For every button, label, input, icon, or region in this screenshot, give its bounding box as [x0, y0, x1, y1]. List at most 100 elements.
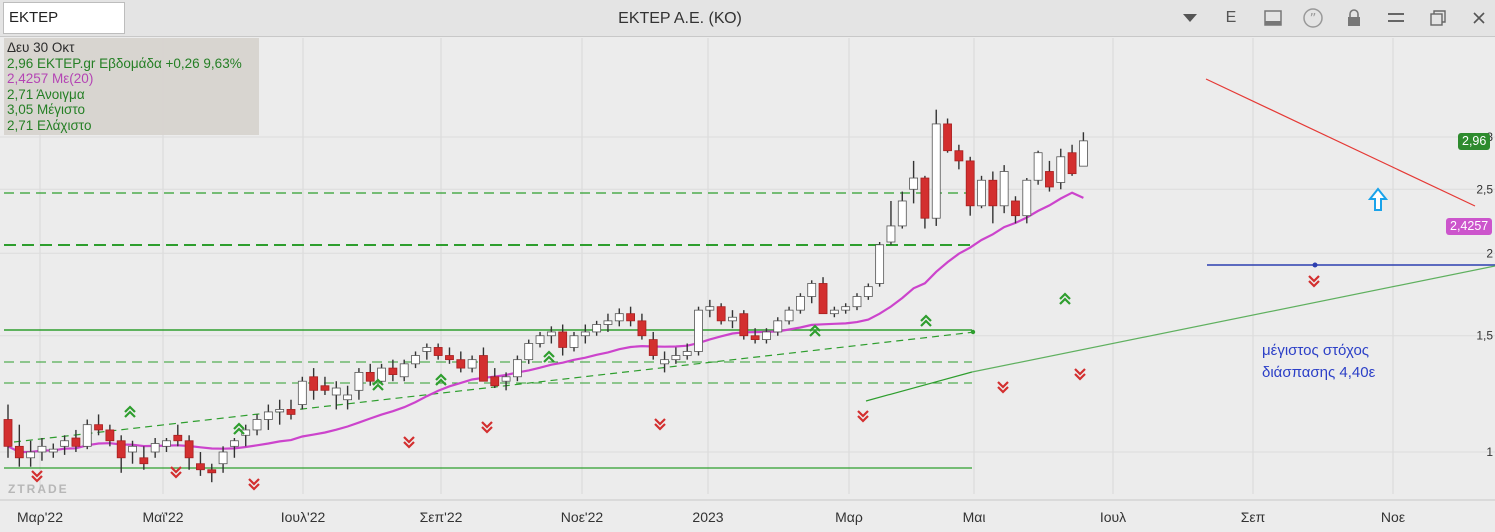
info-date: Δευ 30 Οκτ: [7, 40, 75, 55]
info-box: Δευ 30 Οκτ 2,96 ΕΚΤΕΡ.gr Εβδομάδα +0,26 …: [4, 38, 259, 135]
info-high: 3,05 Μέγιστο: [7, 102, 86, 117]
sell-signal-icon: [403, 436, 415, 444]
up-candle: [218, 451, 228, 465]
down-candle: [716, 306, 726, 322]
buy-signal-icon: [1059, 297, 1071, 305]
up-candle: [784, 309, 794, 322]
up-candle: [852, 296, 862, 308]
down-candle: [365, 371, 375, 382]
up-candle: [399, 363, 409, 378]
up-candle: [162, 440, 171, 447]
sell-signal-icon: [31, 475, 43, 483]
up-arrow-shape: [1367, 187, 1389, 211]
up-candle: [252, 419, 262, 431]
close-icon[interactable]: [1464, 4, 1494, 32]
up-candle: [513, 359, 522, 378]
chart-area[interactable]: 11,522,53 Μαρ'22Μαϊ'22Ιουλ'22Σεπ'22Νοε'2…: [0, 38, 1495, 532]
info-price: 2,96 ΕΚΤΕΡ.gr Εβδομάδα +0,26 9,63%: [7, 55, 242, 71]
sell-signal-icon: [997, 386, 1009, 394]
up-candle: [1022, 179, 1032, 217]
up-candle: [931, 123, 941, 219]
sell-signal-icon: [1074, 373, 1086, 381]
buy-signal-icon: [124, 410, 136, 418]
signal-markers: [31, 275, 1320, 491]
down-candle: [739, 313, 749, 337]
down-candle: [71, 437, 81, 447]
trend-point: [970, 329, 976, 335]
sell-signal-icon: [248, 483, 260, 491]
quote-icon[interactable]: ”: [1298, 4, 1328, 32]
up-candle: [60, 440, 69, 447]
sell-signal-icon: [997, 381, 1009, 389]
up-candle: [26, 451, 36, 459]
down-candle: [988, 179, 998, 207]
candles: [3, 109, 1088, 483]
trend-point: [1312, 262, 1318, 268]
up-candle: [705, 306, 715, 311]
info-low: 2,71 Ελάχιστο: [7, 117, 92, 133]
down-candle: [94, 424, 103, 431]
buy-signal-icon: [920, 319, 932, 327]
up-candle: [694, 309, 703, 352]
up-candle: [1079, 140, 1088, 167]
up-candle: [603, 320, 613, 325]
sell-signal-icon: [31, 470, 43, 478]
down-candle: [388, 367, 398, 375]
ma20-line: [7, 191, 1084, 454]
up-candle: [535, 335, 545, 344]
annotation-line2: διάσπασης 4,40ε: [1262, 364, 1376, 381]
up-candle: [886, 225, 896, 243]
price-chart[interactable]: 11,522,53 Μαρ'22Μαϊ'22Ιουλ'22Σεπ'22Νοε'2…: [0, 38, 1495, 532]
up-candle: [377, 367, 386, 382]
symbol-input[interactable]: ΕΚΤΕΡ: [3, 2, 125, 34]
annotation-line1: μέγιστος στόχος: [1262, 342, 1370, 359]
down-candle: [116, 440, 126, 459]
e-button[interactable]: E: [1225, 9, 1237, 26]
sell-signal-icon: [1308, 280, 1320, 288]
title-bar: ΕΚΤΕΡ ΕΚΤΕΡ Α.Ε. (ΚΟ) E ”: [0, 0, 1495, 37]
up-candle: [796, 296, 805, 311]
up-candle: [1033, 152, 1043, 181]
up-candle: [546, 331, 556, 337]
up-candle: [999, 171, 1009, 207]
down-candle: [320, 385, 330, 391]
up-candle: [411, 355, 420, 365]
buy-signal-icon: [233, 422, 245, 430]
info-open: 2,71 Άνοιγμα: [7, 86, 85, 102]
x-tick-label: Σεπ'22: [420, 509, 463, 525]
y-tick-label: 2: [1486, 246, 1493, 260]
up-candle: [150, 443, 160, 453]
down-candle: [184, 440, 194, 459]
up-candle: [682, 351, 692, 356]
up-candle: [977, 179, 986, 207]
window-title: ΕΚΤΕΡ Α.Ε. (ΚΟ): [618, 10, 742, 27]
up-candle: [343, 394, 353, 401]
buy-signal-icon: [809, 329, 821, 337]
panel-icon[interactable]: [1258, 4, 1288, 32]
up-candle: [82, 424, 92, 447]
up-candle: [128, 445, 137, 453]
down-candle: [818, 283, 828, 315]
y-axis: 11,522,53: [1476, 130, 1493, 459]
up-candle: [422, 347, 432, 352]
y-tick-label: 1: [1486, 445, 1493, 459]
x-tick-label: Μαρ'22: [17, 509, 63, 525]
buy-signal-icon: [372, 383, 384, 391]
sell-signal-icon: [403, 441, 415, 449]
down-candle: [920, 177, 930, 219]
x-tick-label: Ιουλ: [1100, 509, 1126, 525]
lock-icon[interactable]: [1339, 4, 1369, 32]
up-candle: [331, 387, 341, 396]
up-candle: [909, 177, 918, 190]
menu-icon[interactable]: [1381, 4, 1411, 32]
buy-signal-icon: [809, 324, 821, 332]
dropdown-arrow-icon[interactable]: [1175, 4, 1205, 32]
restore-icon[interactable]: [1423, 4, 1453, 32]
last-price-tag: 2,96: [1458, 133, 1491, 150]
down-candle: [1011, 200, 1020, 217]
down-candle: [456, 359, 466, 369]
down-candle: [139, 457, 149, 465]
x-tick-label: Νοε: [1381, 509, 1405, 525]
uptrend-line: [865, 371, 973, 402]
down-candle: [479, 355, 488, 382]
